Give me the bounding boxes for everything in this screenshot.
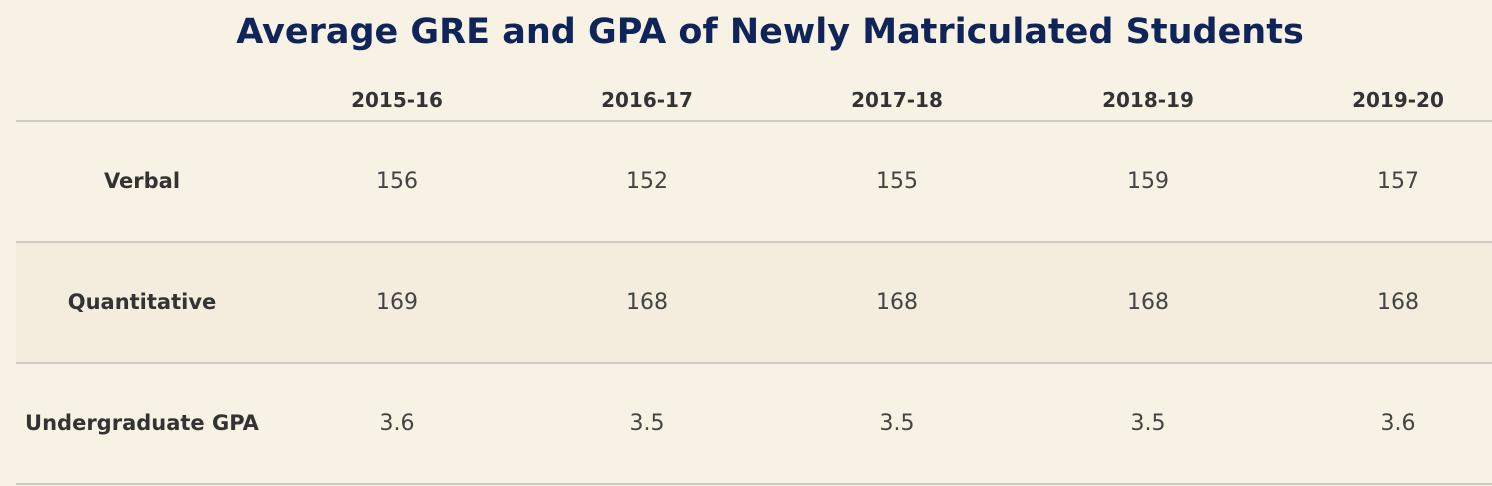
table-cell: 3.6 — [379, 410, 415, 436]
table-cell: 3.5 — [629, 410, 665, 436]
table-row — [16, 243, 1492, 362]
row-label: Verbal — [103, 168, 181, 193]
row-label: Quantitative — [67, 289, 217, 314]
column-header-2019-20: 2019-20 — [1352, 88, 1444, 112]
table-cell: 3.5 — [879, 410, 915, 436]
column-header-2016-17: 2016-17 — [601, 88, 693, 112]
column-header-2017-18: 2017-18 — [851, 88, 943, 112]
table-cell: 168 — [876, 289, 918, 315]
row-divider — [16, 241, 1492, 243]
table-cell: 168 — [1127, 289, 1169, 315]
table-cell: 168 — [626, 289, 668, 315]
row-label: Undergraduate GPA — [25, 410, 259, 435]
table-cell: 3.5 — [1130, 410, 1166, 436]
table-cell: 3.6 — [1380, 410, 1416, 436]
column-header-2018-19: 2018-19 — [1102, 88, 1194, 112]
table-cell: 155 — [876, 168, 918, 194]
table-title: Average GRE and GPA of Newly Matriculate… — [236, 12, 1304, 52]
table-cell: 169 — [376, 289, 418, 315]
table-cell: 157 — [1377, 168, 1419, 194]
column-header-2015-16: 2015-16 — [351, 88, 443, 112]
row-divider — [16, 483, 1492, 485]
table-cell: 152 — [626, 168, 668, 194]
table-cell: 159 — [1127, 168, 1169, 194]
table-cell: 156 — [376, 168, 418, 194]
row-divider — [16, 362, 1492, 364]
table-cell: 168 — [1377, 289, 1419, 315]
header-divider — [16, 120, 1492, 122]
